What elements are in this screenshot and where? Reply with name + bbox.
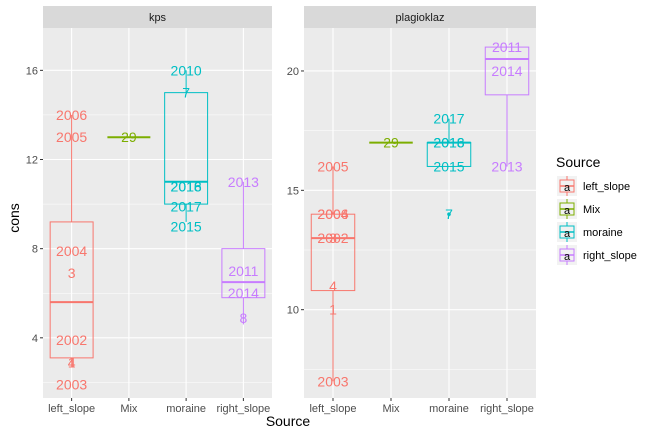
box-moraine: [426, 118, 472, 167]
box-left_slope: [310, 166, 356, 382]
point-label: 2003: [317, 373, 348, 389]
x-tick-label: left_slope: [48, 403, 95, 415]
legend-item-Mix: a Mix: [557, 199, 601, 219]
x-tick-label: moraine: [166, 403, 206, 415]
point-label: 2013: [491, 158, 522, 174]
point-label: 1: [68, 354, 76, 370]
y-tick-label: 16: [26, 65, 38, 77]
point-label: 2006: [56, 107, 87, 123]
y-tick-label: 8: [32, 244, 38, 256]
point-label: 2017: [171, 198, 202, 214]
legend-key-glyph: a: [564, 205, 571, 217]
y-axis-title: cons: [6, 203, 22, 233]
point-label: 3: [329, 230, 337, 246]
legend-item-label: left_slope: [583, 181, 630, 193]
point-label: 2002: [56, 332, 87, 348]
point-label: 29: [383, 135, 399, 151]
legend-item-label: right_slope: [583, 250, 637, 262]
legend-item-moraine: a moraine: [557, 222, 623, 242]
legend-item-label: Mix: [583, 204, 601, 216]
box-moraine: [164, 70, 209, 222]
point-label: 2016: [171, 178, 202, 194]
point-label: 4: [329, 278, 337, 294]
panel-background: [304, 28, 536, 398]
point-label: 2010: [171, 62, 202, 78]
legend-key-glyph: a: [564, 251, 571, 263]
facet-strip: [304, 6, 536, 28]
box-body: [484, 46, 530, 96]
point-label: 2005: [317, 158, 348, 174]
point-label: 2015: [433, 158, 464, 174]
box-right_slope: [484, 46, 530, 167]
legend-item-right_slope: a right_slope: [557, 245, 637, 265]
x-axis-title: Source: [266, 413, 311, 429]
point-label: 2015: [171, 218, 202, 234]
point-label: 2014: [228, 285, 259, 301]
facet-strip-label: plagioklaz: [396, 12, 445, 24]
y-tick-label: 20: [287, 66, 299, 78]
y-tick-label: 12: [26, 155, 38, 167]
box-left_slope: [49, 114, 94, 359]
point-label: 4: [68, 354, 76, 370]
point-label: 7: [182, 85, 190, 101]
legend-key-glyph: a: [564, 182, 571, 194]
point-label: 2004: [56, 243, 87, 259]
facet-panel-kps: kps 4 8 12 16 left_slope Mix moraine right_slope…: [26, 6, 272, 415]
facet-strip-label: kps: [149, 12, 167, 24]
legend-title: Source: [556, 154, 601, 170]
box-body: [164, 92, 209, 205]
point-label: 7: [445, 206, 453, 222]
y-tick-label: 10: [287, 305, 299, 317]
box-right_slope: [221, 181, 266, 325]
point-label: 2018: [171, 178, 202, 194]
point-label: 2013: [228, 174, 259, 190]
point-label: 2004: [317, 206, 348, 222]
point-label: 2003: [56, 377, 87, 393]
point-label: 2002: [317, 230, 348, 246]
x-tick-label: right_slope: [480, 403, 534, 415]
x-tick-label: right_slope: [216, 403, 270, 415]
point-label: 29: [121, 129, 137, 145]
y-tick-label: 4: [32, 333, 38, 345]
x-tick-label: left_slope: [309, 403, 356, 415]
y-tick-label: 15: [287, 185, 299, 197]
box-body: [310, 213, 356, 292]
legend-item-label: moraine: [583, 227, 623, 239]
outlier-point: [447, 212, 451, 216]
point-label: 2017: [433, 111, 464, 127]
legend-key-glyph: a: [564, 228, 571, 240]
point-label: 2011: [492, 39, 522, 55]
legend-item-left_slope: a left_slope: [557, 176, 630, 196]
box-body: [49, 221, 94, 359]
x-tick-label: moraine: [429, 403, 469, 415]
point-label: 2016: [433, 135, 464, 151]
box-body: [221, 248, 266, 299]
point-label: 8: [239, 310, 247, 326]
x-tick-label: Mix: [120, 403, 138, 415]
panel-background: [43, 28, 272, 398]
point-label: 2011: [228, 263, 258, 279]
point-label: 2018: [433, 135, 464, 151]
point-label: 3: [68, 265, 76, 281]
x-tick-label: Mix: [382, 403, 400, 415]
facet-panels: kps 4 8 12 16 left_slope Mix moraine right_slope…: [26, 6, 536, 415]
point-label: 2005: [56, 129, 87, 145]
facet-strip: [43, 6, 272, 28]
point-label: 2006: [317, 206, 348, 222]
point-label: 2014: [491, 63, 522, 79]
point-label: 1: [329, 302, 337, 318]
facet-panel-plagioklaz: plagioklaz 10 15 20 left_slope Mix moraine righ…: [287, 6, 536, 415]
